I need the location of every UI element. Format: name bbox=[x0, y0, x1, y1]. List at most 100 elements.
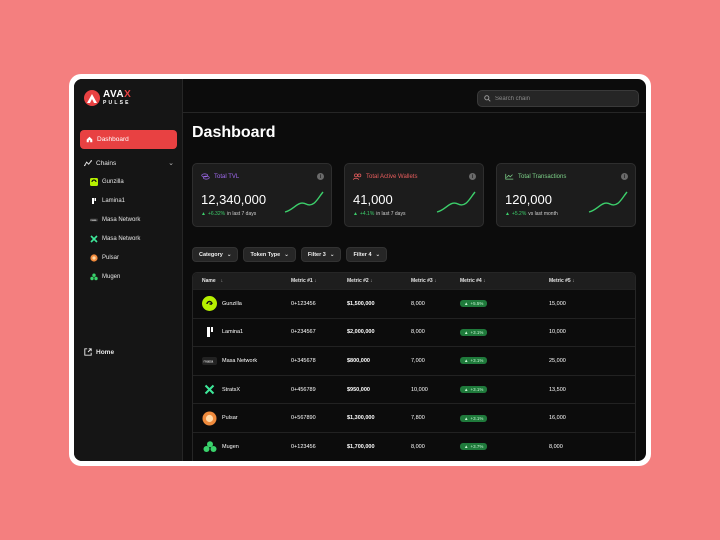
card-change: ▲ +5.2% vs last month bbox=[505, 211, 558, 217]
filter-4[interactable]: Filter 4 ⌄ bbox=[346, 247, 388, 262]
filter-bar: Category ⌄ Token Type ⌄ Filter 3 ⌄ Filter 4… bbox=[192, 247, 388, 262]
cell-metric-5: 15,000 bbox=[549, 300, 566, 307]
page-title: Dashboard bbox=[192, 124, 276, 141]
brand-logo[interactable]: AVAX PULSE bbox=[84, 90, 131, 106]
sidebar-item-label: Home bbox=[96, 348, 115, 356]
sidebar-item-label: Masa Network bbox=[102, 236, 141, 242]
masa-icon: masa bbox=[202, 353, 217, 368]
chevron-down-icon: ⌄ bbox=[375, 251, 381, 258]
brand-subtitle: PULSE bbox=[103, 100, 131, 106]
table-row[interactable]: Mugen 0+123456 $1,700,000 8,000 ▲ +3.7% … bbox=[193, 431, 635, 461]
sidebar-item-lamina1[interactable]: Lamina1 bbox=[90, 195, 125, 207]
column-header-name[interactable]: Name ↓ bbox=[202, 278, 224, 284]
cell-metric-1: 0+345678 bbox=[291, 357, 316, 364]
column-header-metric-5[interactable]: Metric #5 ↓ bbox=[549, 278, 575, 284]
sidebar-item-mugen[interactable]: Mugen bbox=[90, 271, 120, 283]
table-row[interactable]: StratsX 0+456789 $950,000 10,000 ▲ +3.1%… bbox=[193, 374, 635, 404]
sidebar-item-label: Mugen bbox=[102, 274, 121, 280]
stat-card-wallets: Total Active Wallets i 41,000 ▲ +4.1% in l… bbox=[344, 163, 484, 227]
cell-metric-1: 0+123456 bbox=[291, 300, 316, 307]
sidebar-item-home[interactable]: Home bbox=[84, 348, 114, 356]
sidebar-item-dashboard[interactable]: Dashboard bbox=[80, 130, 177, 149]
cell-metric-2: $2,000,000 bbox=[347, 329, 375, 336]
cell-metric-2: $950,000 bbox=[347, 386, 370, 393]
card-title: Total TVL bbox=[214, 173, 240, 180]
row-name: Pulsar bbox=[222, 415, 238, 422]
sort-arrow-icon: ↓ bbox=[220, 278, 224, 284]
external-link-icon bbox=[84, 348, 92, 356]
top-bar bbox=[183, 79, 646, 113]
sidebar-item-chains[interactable]: Chains ⌄ bbox=[84, 157, 174, 169]
chevron-down-icon: ⌄ bbox=[168, 160, 174, 167]
column-header-metric-1[interactable]: Metric #1 ↓ bbox=[291, 278, 317, 284]
change-badge: ▲ +3.1% bbox=[460, 328, 488, 336]
table-header: Name ↓ Metric #1 ↓ Metric #2 ↓ Metric #3 … bbox=[193, 273, 635, 289]
avax-logo-icon bbox=[84, 90, 100, 106]
sidebar-item-label: Dashboard bbox=[97, 136, 129, 143]
sidebar-item-masa-network[interactable]: masa Masa Network bbox=[90, 214, 140, 226]
cell-metric-2: $800,000 bbox=[347, 357, 370, 364]
row-name: StratsX bbox=[222, 386, 241, 393]
info-icon[interactable]: i bbox=[621, 173, 628, 180]
stratsx-icon bbox=[202, 382, 217, 397]
column-header-metric-2[interactable]: Metric #2 ↓ bbox=[347, 278, 373, 284]
table-row[interactable]: Lamina1 0+234567 $2,000,000 8,000 ▲ +3.1… bbox=[193, 317, 635, 347]
sidebar-item-label: Pulsar bbox=[102, 255, 120, 261]
sidebar-item-pulsar[interactable]: Pulsar bbox=[90, 252, 119, 264]
sort-arrow-icon: ↓ bbox=[572, 278, 575, 284]
sidebar-item-gunzilla[interactable]: Gunzilla bbox=[90, 176, 124, 188]
sidebar: AVAX PULSE Dashboard Chains ⌄ Gunzilla L… bbox=[74, 79, 183, 461]
filter-token-type[interactable]: Token Type ⌄ bbox=[243, 247, 296, 262]
cell-metric-2: $1,500,000 bbox=[347, 300, 375, 307]
cell-metric-1: 0+123456 bbox=[291, 443, 316, 450]
filter-3[interactable]: Filter 3 ⌄ bbox=[300, 247, 342, 262]
sort-arrow-icon: ↓ bbox=[314, 278, 317, 284]
filter-category[interactable]: Category ⌄ bbox=[192, 247, 239, 262]
cell-metric-2: $1,300,000 bbox=[347, 415, 375, 422]
chains-icon bbox=[84, 159, 92, 166]
sidebar-item-masa-network-2[interactable]: Masa Network bbox=[90, 233, 140, 245]
change-badge: ▲ +5.5% bbox=[460, 300, 488, 308]
row-name: Lamina1 bbox=[222, 329, 244, 336]
pulsar-icon bbox=[90, 254, 98, 262]
device-frame: AVAX PULSE Dashboard Chains ⌄ Gunzilla L… bbox=[69, 74, 651, 466]
table-row[interactable]: Gunzilla 0+123456 $1,500,000 8,000 ▲ +5.… bbox=[193, 289, 635, 318]
column-header-metric-4[interactable]: Metric #4 ↓ bbox=[460, 278, 486, 284]
card-value: 41,000 bbox=[353, 192, 393, 207]
search-box[interactable] bbox=[477, 90, 639, 107]
sidebar-item-label: Chains bbox=[96, 159, 117, 167]
cell-metric-5: 25,000 bbox=[549, 357, 566, 364]
search-input[interactable] bbox=[495, 95, 625, 102]
chevron-down-icon: ⌄ bbox=[284, 251, 289, 258]
users-icon bbox=[353, 173, 362, 180]
cell-metric-5: 8,000 bbox=[549, 443, 563, 450]
stat-card-transactions: Total Transactions i 120,000 ▲ +5.2% vs la… bbox=[496, 163, 636, 227]
card-value: 120,000 bbox=[505, 192, 552, 207]
lamina1-icon bbox=[90, 197, 98, 205]
lamina1-icon bbox=[202, 325, 217, 340]
table-row[interactable]: Pulsar 0+567890 $1,300,000 7,800 ▲ +3.1%… bbox=[193, 403, 635, 432]
cell-metric-5: 10,000 bbox=[549, 329, 566, 336]
card-change: ▲ +4.1% in last 7 days bbox=[353, 211, 406, 217]
svg-text:masa: masa bbox=[91, 219, 98, 222]
cell-metric-3: 8,000 bbox=[411, 329, 425, 336]
card-title: Total Active Wallets bbox=[366, 173, 418, 180]
column-header-metric-3[interactable]: Metric #3 ↓ bbox=[411, 278, 437, 284]
info-icon[interactable]: i bbox=[317, 173, 324, 180]
trend-up-icon: ▲ bbox=[201, 211, 206, 217]
home-icon bbox=[86, 136, 93, 143]
cell-metric-5: 13,500 bbox=[549, 386, 566, 393]
trend-up-icon: ▲ bbox=[353, 211, 358, 217]
sort-arrow-icon: ↓ bbox=[483, 278, 486, 284]
pulsar-icon bbox=[202, 411, 217, 426]
brand-name: AVAX bbox=[103, 89, 132, 100]
chains-table: Name ↓ Metric #1 ↓ Metric #2 ↓ Metric #3 … bbox=[192, 272, 636, 461]
mugen-icon bbox=[90, 273, 98, 281]
info-icon[interactable]: i bbox=[469, 173, 476, 180]
chevron-down-icon: ⌄ bbox=[329, 251, 335, 258]
table-row[interactable]: masa Masa Network 0+345678 $800,000 7,000… bbox=[193, 346, 635, 375]
sidebar-item-label: Gunzilla bbox=[102, 179, 124, 185]
search-icon bbox=[484, 95, 491, 102]
card-title: Total Transactions bbox=[518, 173, 567, 180]
cell-metric-3: 7,800 bbox=[411, 415, 425, 422]
